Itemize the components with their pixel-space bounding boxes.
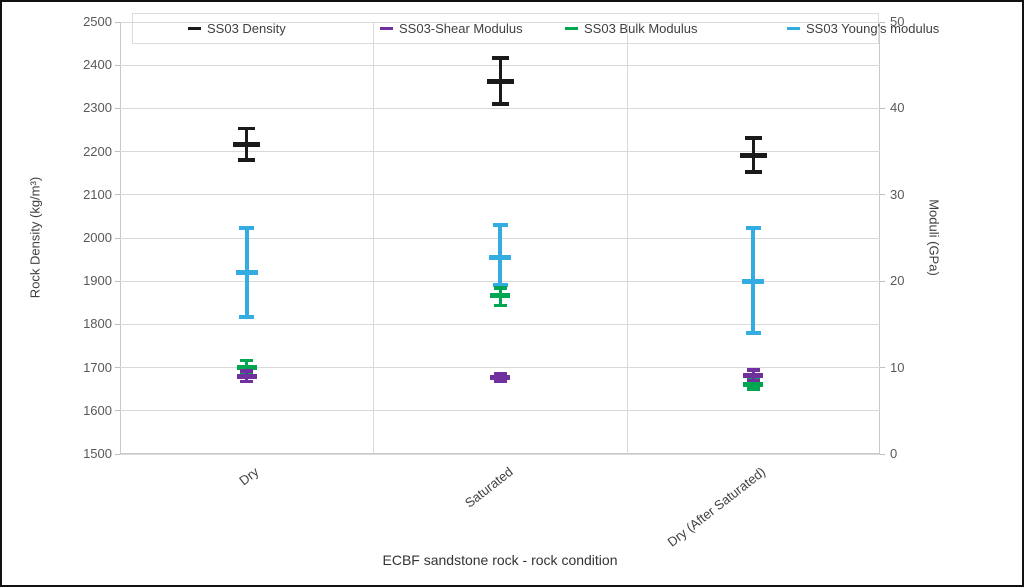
mean-marker [235, 270, 258, 276]
errorbar-cap-top [239, 225, 255, 230]
errorbar-cap-top [745, 225, 761, 230]
mean-marker [233, 142, 261, 148]
x-tick-label: Saturated [461, 464, 516, 511]
mean-marker [486, 79, 514, 85]
gridline [120, 323, 880, 325]
y-right-tick [880, 107, 885, 109]
mean-marker [739, 152, 767, 158]
y-left-tick [115, 453, 120, 455]
errorbar-cap-top [746, 368, 760, 372]
errorbar-cap-top [491, 56, 509, 60]
y-left-tick-label: 1900 [83, 273, 112, 289]
errorbar-cap-top [492, 223, 508, 228]
mean-marker [490, 374, 510, 380]
y-left-tick [115, 367, 120, 369]
y-left-tick [115, 280, 120, 282]
y-left-tick [115, 410, 120, 412]
errorbar-cap-top [240, 358, 254, 363]
y-left-tick [115, 21, 120, 23]
category-separator [373, 22, 375, 454]
errorbar-cap-bottom [493, 379, 507, 384]
y-right-tick-label: 30 [890, 186, 905, 202]
y-right-tick-label: 50 [890, 14, 905, 29]
mean-marker [743, 372, 764, 378]
y-left-tick-label: 1600 [83, 402, 112, 418]
errorbar-cap-bottom [745, 331, 761, 336]
errorbar-cap-bottom [746, 387, 760, 391]
y-left-tick [115, 151, 120, 153]
legend-marker [188, 27, 201, 30]
gridline [120, 453, 880, 455]
errorbar-line [498, 225, 502, 285]
mean-marker [236, 365, 257, 371]
mean-marker [742, 278, 765, 284]
x-tick-label: Dry (After Saturated) [664, 464, 769, 550]
y-left-tick-label: 1700 [83, 359, 112, 375]
y-left-tick-label: 2500 [83, 14, 112, 29]
gridline [120, 410, 880, 412]
y-right-tick [880, 21, 885, 23]
y-right-tick-label: 20 [890, 273, 905, 289]
y-left-tick-label: 2100 [83, 186, 112, 202]
mean-marker [490, 293, 510, 299]
legend-item-ss03-bulk-modulus: SS03 Bulk Modulus [565, 14, 697, 43]
errorbar-cap-bottom [744, 170, 762, 174]
errorbar-cap-bottom [491, 102, 509, 106]
legend-label: SS03 Density [207, 21, 286, 36]
legend-marker [380, 27, 393, 30]
legend: SS03 Density SS03-Shear Modulus SS03 Bulk … [132, 13, 939, 44]
y-left-tick [115, 323, 120, 325]
legend-label: SS03 Bulk Modulus [584, 21, 698, 36]
y-left-tick [115, 194, 120, 196]
y-right-tick-label: 0 [890, 446, 898, 461]
y-left-tick [115, 64, 120, 66]
errorbar-cap-bottom [746, 378, 760, 383]
mean-marker [236, 373, 257, 379]
y-axis-right-title: Moduli (GPa) [926, 199, 942, 276]
legend-item-ss03-young-s-modulus: SS03 Young's modulus [787, 14, 939, 43]
category-separator [626, 22, 628, 454]
errorbar-cap-bottom [493, 303, 507, 308]
x-tick-label: Dry [236, 464, 262, 489]
gridline [120, 21, 880, 23]
y-left-tick [115, 107, 120, 109]
y-left-tick-label: 1500 [83, 446, 112, 461]
gridline [120, 107, 880, 109]
mean-marker [489, 255, 511, 261]
mean-marker [743, 381, 764, 387]
y-left-tick-label: 2300 [83, 100, 112, 116]
gridline [120, 151, 880, 153]
errorbar-cap-bottom [240, 379, 254, 384]
y-left-tick-label: 1800 [83, 316, 112, 332]
errorbar-cap-top [493, 286, 507, 290]
errorbar-cap-bottom [492, 282, 508, 287]
errorbar-cap-top [238, 126, 256, 131]
errorbar-cap-bottom [238, 158, 256, 162]
legend-item-ss03-shear-modulus: SS03-Shear Modulus [380, 14, 523, 43]
legend-marker [787, 27, 800, 30]
legend-label: SS03-Shear Modulus [399, 21, 523, 36]
gridline [120, 367, 880, 369]
y-left-tick-label: 2200 [83, 143, 112, 159]
y-right-tick [880, 280, 885, 282]
y-left-tick [115, 237, 120, 239]
y-right-tick [880, 453, 885, 455]
legend-item-ss03-density: SS03 Density [188, 14, 286, 43]
errorbar-cap-top [493, 371, 507, 376]
x-axis-title: ECBF sandstone rock - rock condition [382, 552, 618, 568]
gridline [120, 194, 880, 196]
y-left-tick-label: 2400 [83, 57, 112, 73]
y-right-tick-label: 40 [890, 100, 905, 116]
legend-label: SS03 Young's modulus [806, 21, 940, 36]
errorbar-cap-top [240, 369, 254, 373]
errorbar-cap-top [744, 136, 762, 140]
y-right-tick-label: 10 [890, 359, 905, 375]
y-right-tick [880, 194, 885, 196]
y-left-tick-label: 2000 [83, 230, 112, 245]
y-axis-left-title: Rock Density (kg/m³) [27, 176, 43, 299]
legend-marker [565, 27, 578, 30]
y-right-tick [880, 367, 885, 369]
errorbar-cap-bottom [239, 314, 255, 319]
